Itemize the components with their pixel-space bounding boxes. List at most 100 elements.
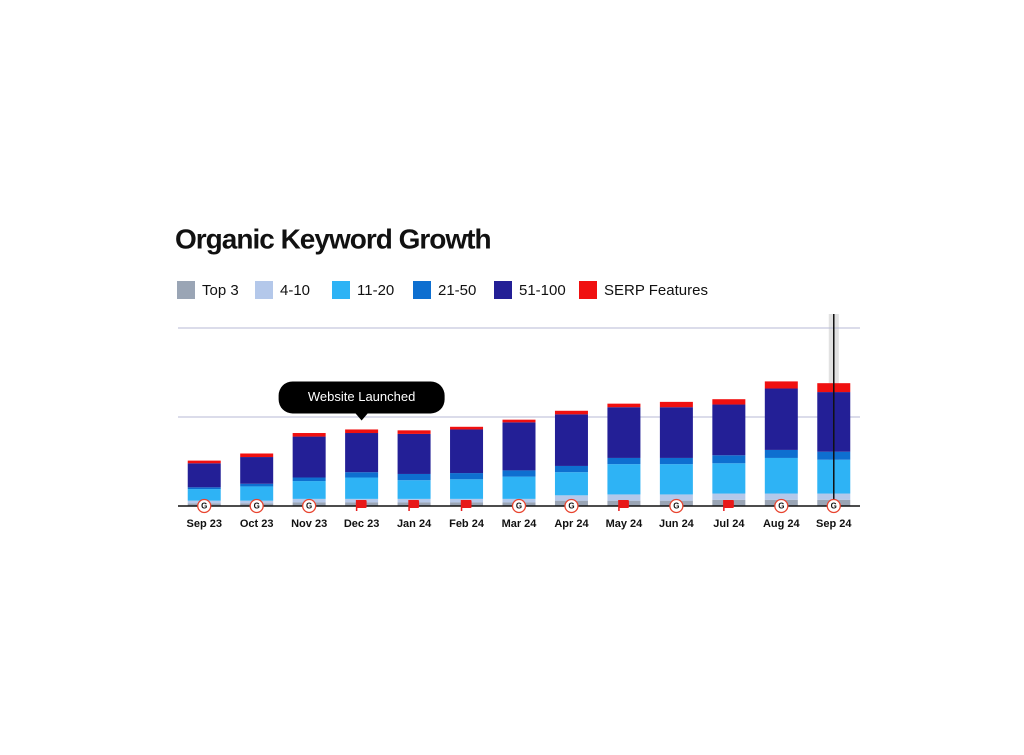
bar-segment xyxy=(764,457,798,494)
bar-segment xyxy=(450,473,484,480)
x-tick-label: Sep 24 xyxy=(816,518,852,530)
x-tick-label: Apr 24 xyxy=(554,518,589,530)
flag-marker xyxy=(409,500,420,508)
x-tick-label: Jan 24 xyxy=(397,518,432,530)
bar-segment xyxy=(450,426,484,430)
flag-marker xyxy=(461,500,472,508)
google-marker xyxy=(249,498,264,514)
bar-segment xyxy=(240,453,274,458)
google-glyph: G xyxy=(831,502,837,511)
bar-segment xyxy=(450,429,484,474)
legend-swatch xyxy=(255,281,273,299)
bar-segment xyxy=(764,493,798,500)
bar-segment xyxy=(397,433,431,474)
google-marker xyxy=(511,498,527,514)
google-marker xyxy=(564,498,579,514)
bar-segment xyxy=(764,388,798,450)
bar-segment xyxy=(502,476,536,499)
flag-marker xyxy=(618,500,629,508)
bar-segment xyxy=(607,457,641,465)
google-glyph: G xyxy=(306,502,312,511)
bar-segment xyxy=(187,463,221,488)
bar-segment xyxy=(345,472,379,478)
bar-segment xyxy=(764,381,798,389)
bar-segment xyxy=(502,422,536,471)
bar-segment xyxy=(659,464,693,495)
bar-segment xyxy=(554,465,588,473)
bar-segment xyxy=(187,460,221,464)
google-marker xyxy=(774,498,789,514)
google-marker xyxy=(302,498,317,514)
legend-label: 11-20 xyxy=(357,282,394,299)
legend-swatch xyxy=(332,281,350,299)
bar-segment xyxy=(345,429,379,434)
google-glyph: G xyxy=(516,502,522,511)
bar-segment xyxy=(712,404,746,456)
bar-segment xyxy=(292,436,326,478)
bar-segment xyxy=(554,414,588,466)
google-glyph: G xyxy=(254,502,260,511)
legend-label: 4-10 xyxy=(280,282,310,299)
x-tick-label: May 24 xyxy=(606,518,644,530)
bar-segment xyxy=(240,486,274,501)
bar-segment xyxy=(607,403,641,408)
bar-segment xyxy=(292,433,326,437)
flag-marker xyxy=(723,500,734,508)
bar-segment xyxy=(397,430,431,434)
x-tick-label: Sep 23 xyxy=(186,518,221,530)
google-glyph: G xyxy=(201,502,207,511)
bar-segment xyxy=(240,483,274,487)
bar-segment xyxy=(607,407,641,458)
legend-label: Top 3 xyxy=(202,282,239,299)
google-glyph: G xyxy=(778,502,784,511)
bar-segment xyxy=(659,457,693,465)
bar-segment xyxy=(659,407,693,458)
bar-segment xyxy=(292,477,326,482)
annotation-bubble xyxy=(278,381,445,421)
legend-label: 51-100 xyxy=(519,282,566,299)
legend-label: 21-50 xyxy=(438,282,476,299)
bar-segment xyxy=(554,495,588,501)
google-glyph: G xyxy=(673,502,679,511)
bar-segment xyxy=(607,494,641,501)
legend-label: SERP Features xyxy=(604,282,708,299)
flag-marker xyxy=(356,500,367,508)
bar-segment xyxy=(712,399,746,405)
bar-segment xyxy=(712,455,746,464)
bar-segment xyxy=(712,493,746,500)
annotation-text: Website Launched xyxy=(308,389,415,404)
bar-segment xyxy=(607,464,641,495)
x-tick-label: Aug 24 xyxy=(763,518,801,530)
x-tick-label: Dec 23 xyxy=(344,518,379,530)
bar-segment xyxy=(240,457,274,484)
legend-swatch xyxy=(177,281,195,299)
bar-segment xyxy=(397,480,431,499)
legend-swatch xyxy=(413,281,431,299)
google-glyph: G xyxy=(568,502,574,511)
x-tick-label: Feb 24 xyxy=(449,518,485,530)
bar-segment xyxy=(659,494,693,501)
bar-segment xyxy=(502,419,536,423)
x-tick-label: Jun 24 xyxy=(659,518,695,530)
bar-segment xyxy=(502,470,536,477)
x-tick-label: Jul 24 xyxy=(713,518,745,530)
bar-segment xyxy=(764,449,798,458)
bar-segment xyxy=(659,401,693,408)
google-marker xyxy=(197,498,212,514)
bar-segment xyxy=(397,473,431,481)
bar-segment xyxy=(292,481,326,499)
google-marker xyxy=(669,498,684,514)
bar-segment xyxy=(187,487,221,490)
x-tick-label: Nov 23 xyxy=(291,518,327,530)
google-marker xyxy=(826,498,841,514)
x-tick-label: Mar 24 xyxy=(502,518,538,530)
chart-title: Organic Keyword Growth xyxy=(175,223,491,254)
x-tick-label: Oct 23 xyxy=(240,518,274,530)
legend-swatch xyxy=(579,281,597,299)
bar-segment xyxy=(712,463,746,494)
bar-segment xyxy=(554,472,588,496)
bar-segment xyxy=(345,433,379,473)
legend-swatch xyxy=(494,281,512,299)
bar-segment xyxy=(345,477,379,499)
bar-segment xyxy=(187,489,221,501)
